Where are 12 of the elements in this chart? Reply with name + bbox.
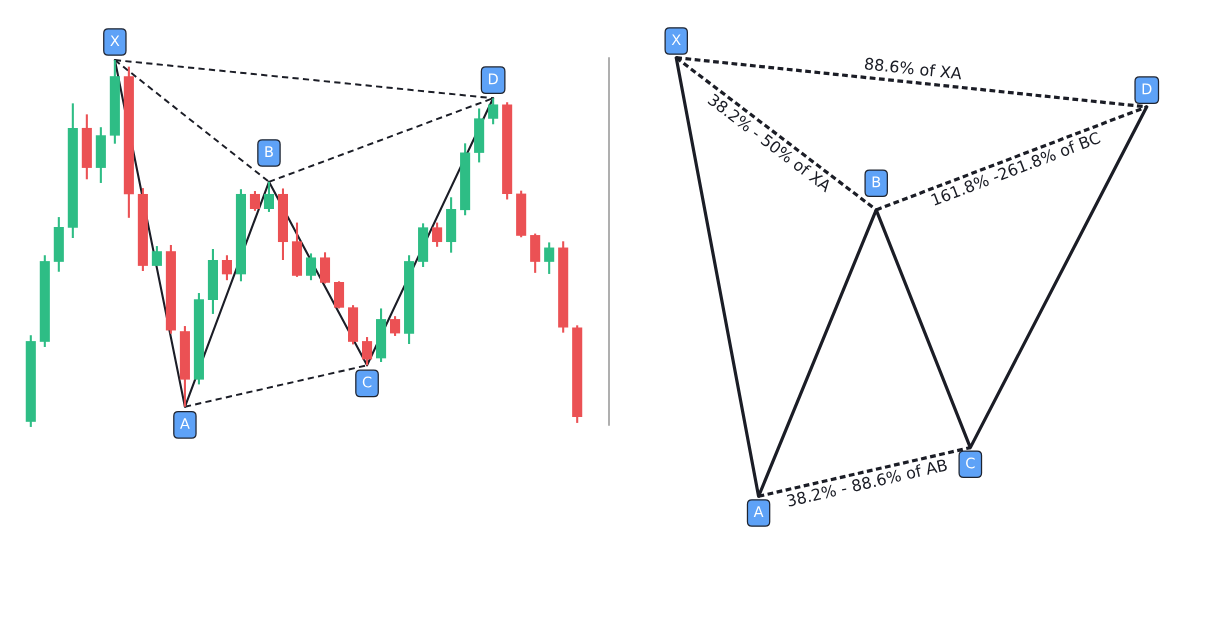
text: 38.2% - 88.6% of AB [786,458,948,507]
text: X [671,34,681,46]
annotation: A [180,418,190,429]
annotation: B [265,146,273,157]
annotation: C [966,457,975,469]
annotation: C [362,376,372,388]
annotation: D [1142,83,1152,95]
text: X [110,35,120,47]
text: A [753,506,764,517]
text: 88.6% of XA [864,57,963,80]
annotation: D [488,73,498,85]
annotation: B [872,176,881,188]
